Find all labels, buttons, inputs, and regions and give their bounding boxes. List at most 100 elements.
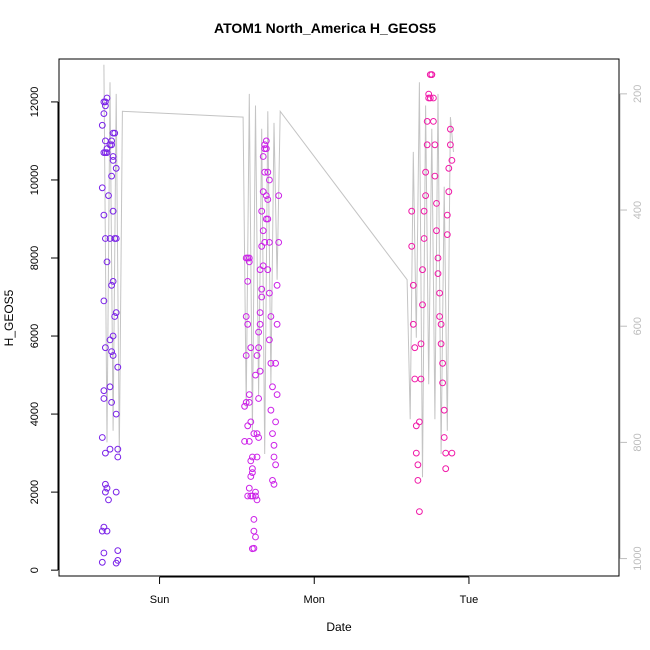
- data-point: [103, 94, 111, 102]
- data-point: [105, 192, 112, 200]
- y2-tick-label: 800: [632, 433, 644, 451]
- data-point: [111, 313, 119, 320]
- y-tick-label: 6000: [29, 324, 41, 348]
- data-point: [272, 359, 280, 367]
- y-axis-label: H_GEOS5: [2, 289, 16, 346]
- data-point: [275, 239, 283, 246]
- data-point: [100, 297, 108, 305]
- points-layer: [98, 71, 456, 567]
- data-point: [267, 359, 275, 367]
- data-point: [409, 281, 417, 289]
- data-point: [98, 434, 106, 441]
- data-point: [419, 266, 426, 274]
- data-point: [252, 488, 259, 496]
- data-point: [98, 527, 106, 535]
- data-point: [241, 438, 249, 445]
- data-point: [98, 121, 106, 129]
- data-point: [112, 309, 120, 317]
- data-point: [425, 90, 433, 98]
- y-tick-label: 8000: [29, 246, 41, 270]
- data-point: [105, 496, 112, 504]
- data-point: [109, 332, 117, 340]
- data-point: [252, 492, 259, 500]
- data-point: [102, 149, 109, 157]
- data-point: [448, 157, 456, 164]
- data-point: [440, 434, 448, 441]
- data-point: [431, 141, 439, 149]
- data-point: [445, 188, 453, 196]
- x-axis: Sun Mon Tue: [150, 576, 479, 606]
- y-tick-label: 2000: [29, 480, 41, 504]
- data-point: [244, 422, 252, 430]
- data-point: [258, 207, 266, 215]
- data-point: [250, 544, 258, 552]
- data-point: [106, 383, 114, 391]
- data-point: [269, 477, 276, 484]
- data-point: [108, 399, 115, 406]
- data-point: [420, 235, 428, 242]
- data-point: [114, 453, 122, 461]
- y-tick-label: 12000: [29, 87, 41, 118]
- data-point: [262, 192, 270, 200]
- data-point: [423, 141, 431, 149]
- data-point: [439, 359, 447, 367]
- data-point: [242, 399, 250, 406]
- data-point: [273, 281, 281, 289]
- data-point: [409, 320, 417, 328]
- data-point: [247, 473, 255, 480]
- data-point: [259, 227, 267, 235]
- data-point: [114, 547, 122, 554]
- data-point: [269, 383, 276, 391]
- data-point: [433, 227, 440, 235]
- data-point: [102, 480, 109, 488]
- data-point: [411, 375, 419, 383]
- data-point: [253, 453, 261, 461]
- data-point: [109, 278, 117, 285]
- data-point: [440, 406, 448, 414]
- data-point: [259, 262, 267, 270]
- data-point: [443, 211, 451, 219]
- data-point: [253, 496, 261, 504]
- data-point: [445, 164, 453, 172]
- data-point: [439, 379, 447, 387]
- data-point: [264, 168, 272, 176]
- y2-tick-label: 1000: [632, 546, 644, 570]
- x-tick-label: Mon: [304, 594, 325, 606]
- data-point: [256, 367, 264, 375]
- data-point: [269, 430, 276, 438]
- data-point: [431, 172, 439, 180]
- data-point: [245, 399, 253, 406]
- data-point: [241, 402, 249, 410]
- data-point: [103, 484, 111, 492]
- data-point: [275, 192, 283, 200]
- data-point: [109, 352, 117, 359]
- data-point: [262, 137, 270, 145]
- data-point: [272, 418, 280, 426]
- data-point: [112, 235, 120, 242]
- data-point: [255, 434, 263, 441]
- data-point: [245, 258, 253, 266]
- x-tick-label: Tue: [460, 594, 479, 606]
- data-point: [270, 480, 278, 488]
- data-point: [108, 281, 115, 289]
- data-point: [244, 492, 252, 500]
- data-point: [109, 157, 117, 164]
- data-point: [264, 266, 272, 274]
- data-point: [430, 94, 437, 102]
- data-point: [412, 449, 420, 457]
- data-point: [244, 320, 252, 328]
- data-point: [262, 145, 270, 153]
- data-point: [100, 549, 108, 557]
- data-point: [249, 453, 256, 461]
- data-point: [255, 344, 263, 352]
- data-point: [256, 320, 264, 328]
- data-point: [102, 98, 109, 106]
- data-point: [422, 192, 430, 200]
- data-point: [250, 430, 258, 438]
- data-point: [434, 270, 442, 278]
- data-point: [261, 141, 269, 149]
- data-point: [443, 231, 451, 239]
- data-point: [412, 422, 420, 430]
- data-point: [102, 102, 109, 110]
- data-point: [112, 164, 120, 172]
